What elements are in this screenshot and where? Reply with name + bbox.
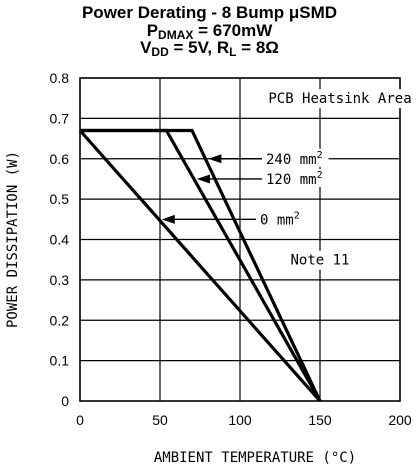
y-tick-label: 0.3 <box>50 272 70 288</box>
series-label-240mm2: 240 mm2 <box>266 150 323 168</box>
callout-0mm2: 0 mm2 <box>161 209 306 228</box>
grid <box>80 78 400 401</box>
x-tick-label: 0 <box>76 412 84 428</box>
series-lines <box>78 128 322 403</box>
series-label-120mm2: 120 mm2 <box>266 170 323 188</box>
heatsink-label-background <box>264 89 416 109</box>
heatsink-area-label: PCB Heatsink Area <box>268 91 411 107</box>
chart-title-line-1: Power Derating - 8 Bump μSMD <box>81 3 338 22</box>
series-label-0mm2: 0 mm2 <box>260 210 300 228</box>
chart-title-line-2: PDMAX = 670mW <box>146 21 273 42</box>
arrow-icon <box>161 214 175 224</box>
y-axis-label: POWER DISSIPATION (W) <box>5 151 21 328</box>
y-tick-label: 0.1 <box>50 353 70 369</box>
series-line-2 <box>78 129 322 403</box>
note-label: Note 11 <box>290 253 349 269</box>
y-tick-label: 0.5 <box>50 191 70 207</box>
x-tick-label: 200 <box>388 412 412 428</box>
callout-240mm2: 240 mm2 <box>208 148 329 168</box>
y-tick-label: 0.6 <box>50 151 70 167</box>
callout-120mm2: 120 mm2 <box>196 168 329 188</box>
y-tick-label: 0.7 <box>50 110 70 126</box>
x-tick-label: 50 <box>152 412 168 428</box>
y-tick-label: 0.4 <box>50 232 70 248</box>
x-tick-label: 100 <box>228 412 252 428</box>
y-tick-label: 0 <box>61 393 69 409</box>
arrow-icon <box>208 154 222 164</box>
tick-labels: 0 50 100 150 200 0 0.1 0.2 0.3 0.4 0.5 0.6 0.7 0.8 <box>50 70 412 428</box>
note-label-background <box>285 250 355 270</box>
y-tick-label: 0.8 <box>50 70 70 86</box>
series-line-1 <box>80 128 322 402</box>
arrow-icon <box>196 174 210 184</box>
plot-frame <box>79 77 401 402</box>
x-axis-label: AMBIENT TEMPERATURE (°C) <box>154 450 356 466</box>
chart-title-line-3: VDD = 5V, RL = 8Ω <box>140 38 279 59</box>
x-tick-label: 150 <box>308 412 332 428</box>
y-tick-label: 0.2 <box>50 312 70 328</box>
